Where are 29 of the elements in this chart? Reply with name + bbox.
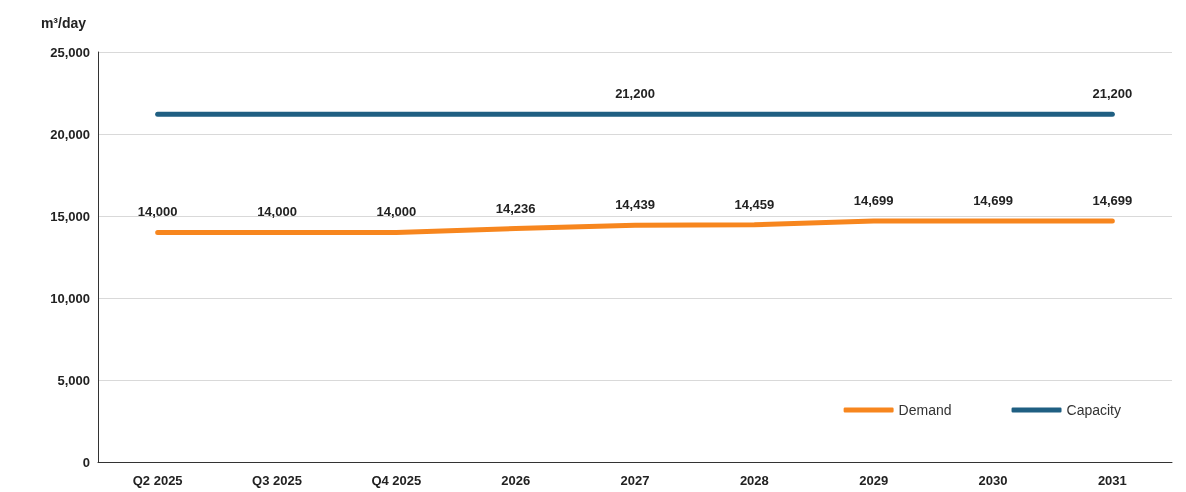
data-label: 14,699 — [1092, 192, 1133, 208]
legend-label: Capacity — [1066, 402, 1121, 418]
x-tick-label: Q3 2025 — [252, 473, 302, 488]
data-label: 14,699 — [973, 192, 1013, 208]
data-label: 21,200 — [1092, 86, 1133, 102]
data-label: 14,000 — [137, 204, 178, 220]
y-tick-label: 0 — [82, 454, 90, 470]
x-tick-label: Q4 2025 — [371, 473, 422, 488]
legend-label: Demand — [898, 402, 952, 418]
x-tick-label: 2031 — [1097, 473, 1127, 488]
y-axis-title: m³/day — [40, 15, 87, 31]
x-tick-label: Q2 2025 — [132, 473, 183, 488]
data-label: 14,000 — [257, 204, 297, 220]
data-label: 14,000 — [376, 204, 417, 220]
data-label: 21,200 — [615, 86, 655, 102]
x-tick-label: 2029 — [859, 473, 889, 488]
y-tick-label: 20,000 — [50, 126, 90, 142]
x-tick-label: 2028 — [739, 473, 769, 488]
x-tick-label: 2030 — [978, 473, 1008, 488]
data-label: 14,236 — [495, 200, 536, 216]
data-label: 14,459 — [734, 196, 775, 212]
y-tick-label: 25,000 — [50, 44, 90, 60]
data-label: 14,699 — [853, 192, 894, 208]
x-tick-label: 2027 — [620, 473, 650, 488]
data-label: 14,439 — [615, 197, 655, 213]
y-tick-label: 15,000 — [50, 208, 90, 224]
y-tick-label: 10,000 — [50, 290, 90, 306]
x-tick-label: 2026 — [501, 473, 531, 488]
y-tick-label: 5,000 — [57, 372, 90, 388]
